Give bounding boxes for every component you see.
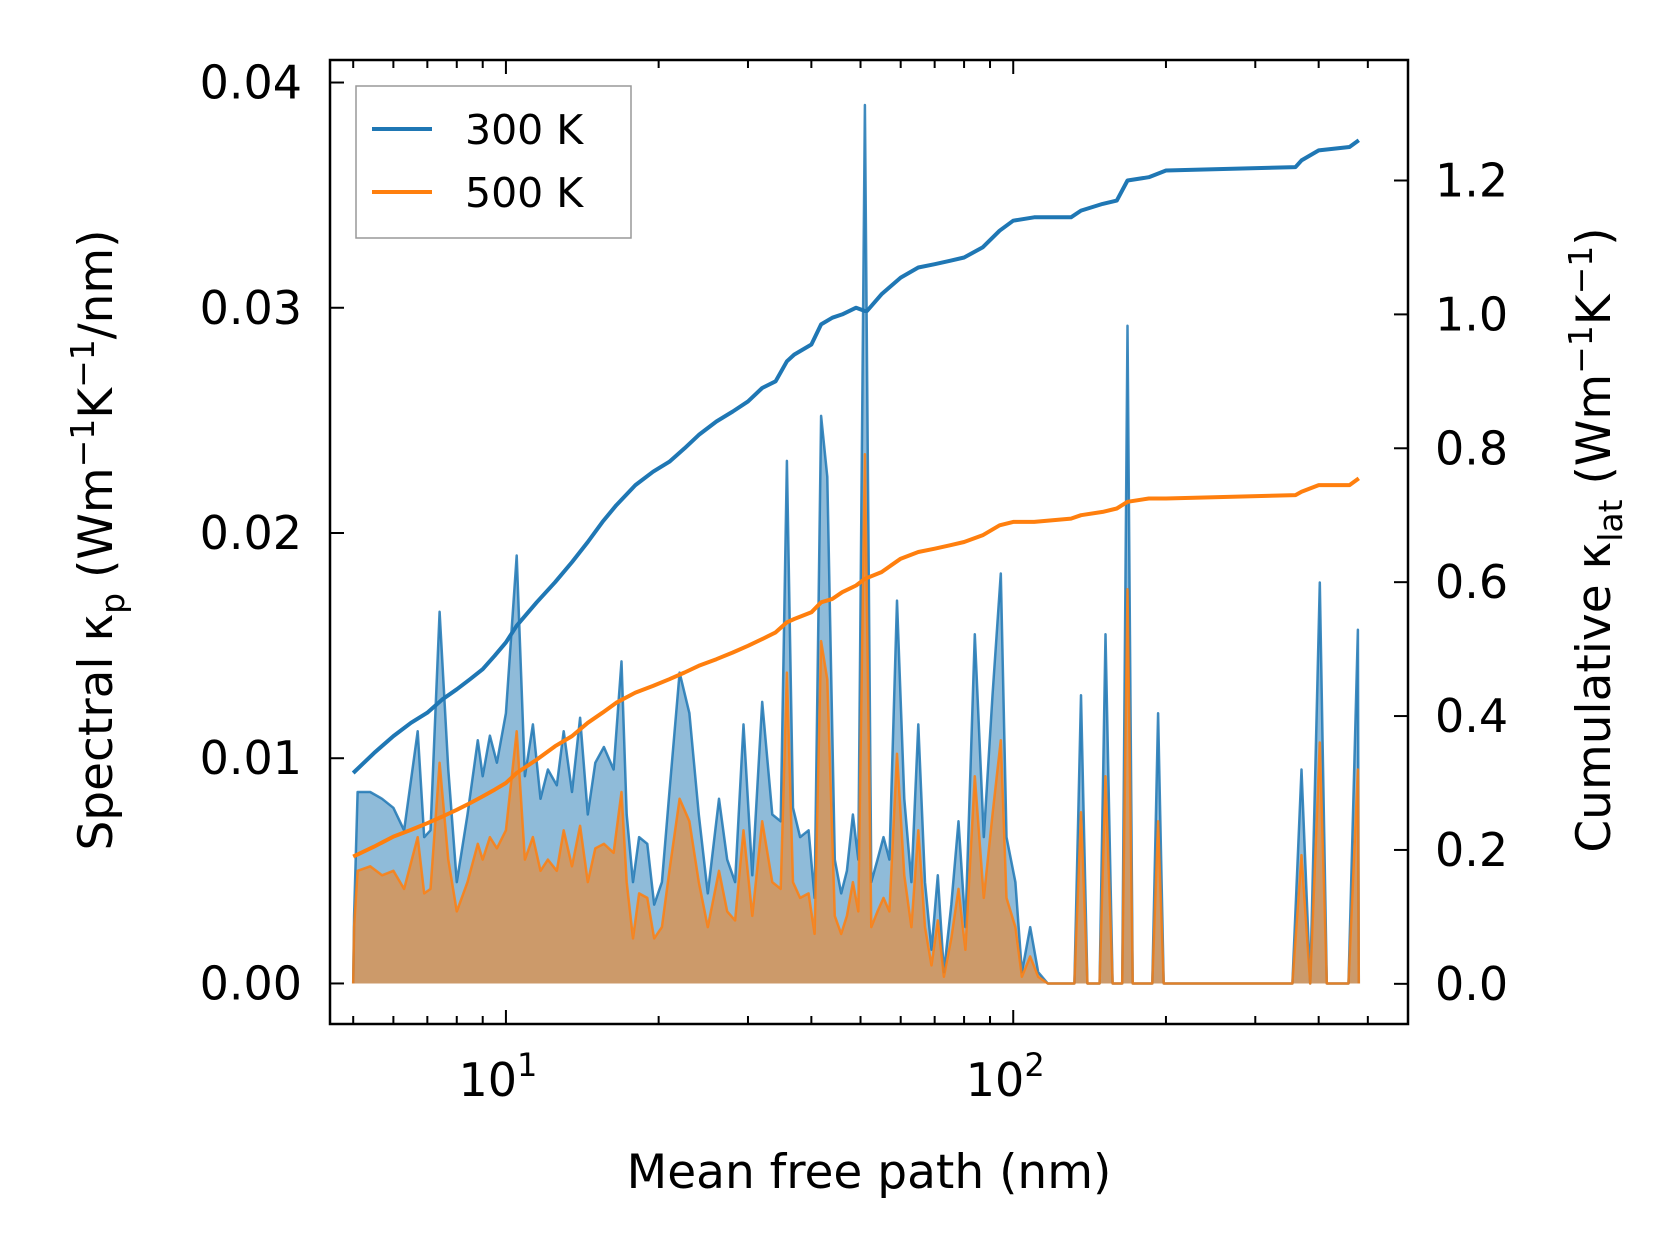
left-axis-label-sup2: −1 bbox=[63, 339, 102, 388]
right-tick-label: 0.2 bbox=[1435, 823, 1508, 877]
right-tick-label: 0.0 bbox=[1435, 957, 1508, 1011]
x-axis-ticks: 101 102 bbox=[352, 60, 1409, 1107]
right-axis-label-main: Cumulative κ bbox=[1567, 542, 1622, 853]
cumulative-line-300k bbox=[351, 138, 1360, 775]
right-axis-label-unit: (Wm bbox=[1567, 374, 1622, 500]
left-axis-label-main: Spectral κ bbox=[69, 614, 124, 851]
right-tick-label: 0.8 bbox=[1435, 421, 1508, 475]
x-tick-label: 101 bbox=[458, 1046, 537, 1107]
right-axis-label-mid: K bbox=[1567, 293, 1622, 325]
legend-box bbox=[355, 85, 632, 239]
left-tick-label: 0.02 bbox=[200, 506, 302, 560]
right-axis-ticks: 0.0 0.2 0.4 0.6 0.8 1.0 1.2 bbox=[1394, 154, 1508, 1011]
cumulative-lines bbox=[351, 138, 1360, 859]
left-tick-label: 0.04 bbox=[200, 56, 302, 110]
left-axis-label-sub: p bbox=[93, 593, 132, 614]
right-axis-label-sub: lat bbox=[1591, 499, 1630, 541]
x-axis-label: Mean free path (nm) bbox=[627, 1145, 1112, 1200]
right-tick-label: 1.2 bbox=[1435, 154, 1508, 208]
right-tick-label: 1.0 bbox=[1435, 287, 1508, 341]
left-tick-label: 0.00 bbox=[200, 956, 302, 1010]
left-axis-label-end: /nm) bbox=[69, 229, 124, 339]
x-tick-label-exponent: 1 bbox=[517, 1046, 537, 1084]
x-tick-label-base: 10 bbox=[966, 1053, 1025, 1107]
legend: 300 K 500 K bbox=[355, 85, 632, 239]
cumulative-line-500k bbox=[352, 476, 1360, 859]
left-axis-label: Spectral κp (Wm−1K−1/nm) bbox=[63, 229, 132, 850]
right-axis-label: Cumulative κlat (Wm−1K−1) bbox=[1561, 227, 1630, 852]
left-tick-label: 0.01 bbox=[200, 731, 302, 785]
left-tick-label: 0.03 bbox=[200, 281, 302, 335]
right-axis-label-end: ) bbox=[1567, 227, 1622, 245]
right-tick-label: 0.4 bbox=[1435, 689, 1508, 743]
left-axis-ticks: 0.00 0.01 0.02 0.03 0.04 bbox=[200, 56, 344, 1010]
left-axis-label-sup1: −1 bbox=[63, 419, 102, 468]
right-axis-label-sup1: −1 bbox=[1561, 325, 1600, 374]
spectral-line-500k bbox=[351, 452, 1361, 985]
spectral-lines bbox=[351, 103, 1361, 985]
plot-frame bbox=[328, 58, 1410, 1026]
plot-area bbox=[351, 103, 1361, 985]
x-tick-label-base: 10 bbox=[458, 1053, 517, 1107]
spectral-line-300k bbox=[351, 103, 1361, 985]
right-tick-label: 0.6 bbox=[1435, 555, 1508, 609]
left-axis-label-mid: K bbox=[69, 387, 124, 419]
legend-label-500k: 500 K bbox=[465, 169, 584, 217]
left-axis-label-unit: (Wm bbox=[69, 467, 124, 593]
legend-label-300k: 300 K bbox=[465, 106, 584, 154]
x-tick-label-exponent: 2 bbox=[1024, 1046, 1044, 1084]
x-tick-label: 102 bbox=[966, 1046, 1045, 1107]
right-axis-label-sup2: −1 bbox=[1561, 246, 1600, 295]
